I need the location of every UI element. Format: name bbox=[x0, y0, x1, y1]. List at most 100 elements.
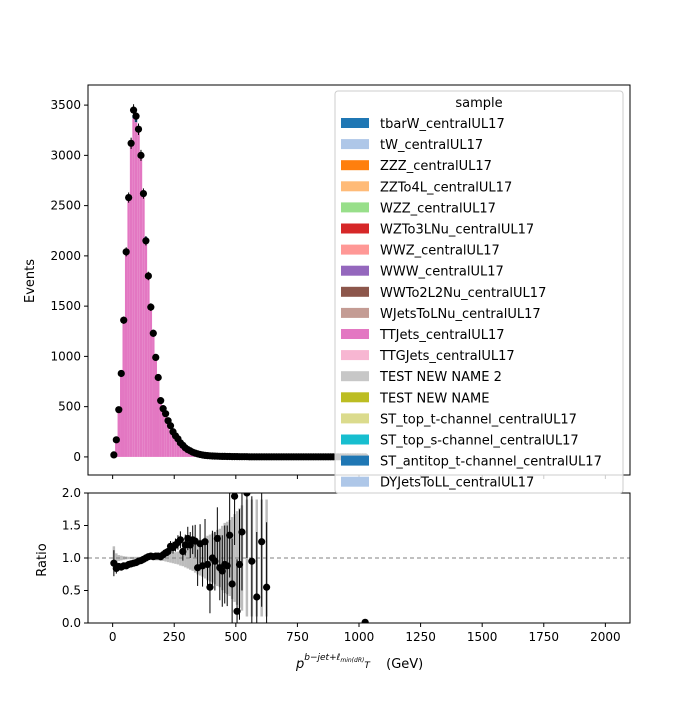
legend-swatch bbox=[341, 477, 369, 487]
legend-swatch bbox=[341, 392, 369, 402]
ratio-y-tick-label: 2.0 bbox=[62, 486, 81, 500]
ratio-point bbox=[258, 538, 265, 545]
data-point bbox=[147, 304, 154, 311]
legend-swatch bbox=[341, 435, 369, 445]
data-point bbox=[135, 126, 142, 133]
data-point bbox=[155, 374, 162, 381]
ratio-y-tick-label: 1.5 bbox=[62, 519, 81, 533]
legend-entry-label: WWZ_centralUL17 bbox=[380, 244, 500, 259]
legend-swatch bbox=[341, 245, 369, 255]
ratio-y-tick-label: 0.0 bbox=[62, 616, 81, 630]
data-point bbox=[132, 113, 139, 120]
ratio-x-tick-label: 0 bbox=[109, 630, 117, 644]
legend-entry-label: WJetsToLNu_centralUL17 bbox=[380, 307, 541, 322]
legend-entry-label: TTGJets_centralUL17 bbox=[379, 349, 515, 364]
main-y-tick-label: 3000 bbox=[50, 148, 81, 162]
legend-entry-label: ZZTo4L_centralUL17 bbox=[380, 180, 512, 195]
legend-swatch bbox=[341, 329, 369, 339]
legend-swatch bbox=[341, 287, 369, 297]
data-point bbox=[150, 330, 157, 337]
data-point bbox=[113, 436, 120, 443]
legend-swatch bbox=[341, 202, 369, 212]
data-point bbox=[145, 272, 152, 279]
mc-stack-bar bbox=[127, 198, 129, 457]
main-y-tick-label: 3500 bbox=[50, 98, 81, 112]
ratio-x-tick-label: 2000 bbox=[590, 630, 621, 644]
legend-swatch bbox=[341, 456, 369, 466]
legend-entry-label: TTJets_centralUL17 bbox=[379, 328, 505, 343]
data-point bbox=[125, 194, 132, 201]
data-point bbox=[128, 140, 135, 147]
mc-stack-bar bbox=[157, 379, 159, 457]
main-y-tick-label: 1000 bbox=[50, 349, 81, 363]
legend-swatch bbox=[341, 350, 369, 360]
ratio-x-tick-label: 250 bbox=[163, 630, 186, 644]
ratio-point bbox=[226, 532, 233, 539]
ratio-y-axis-label: Ratio bbox=[35, 543, 50, 576]
ratio-x-tick-label: 1500 bbox=[467, 630, 498, 644]
data-point bbox=[142, 237, 149, 244]
ratio-point bbox=[248, 558, 255, 565]
main-y-tick-label: 2500 bbox=[50, 199, 81, 213]
ratio-x-tick-label: 500 bbox=[224, 630, 247, 644]
ratio-x-tick-label: 1750 bbox=[528, 630, 559, 644]
main-y-tick-label: 1500 bbox=[50, 299, 81, 313]
legend-entry-label: TEST NEW NAME bbox=[379, 391, 489, 406]
legend-entry-label: ZZZ_centralUL17 bbox=[380, 159, 492, 174]
mc-stack-bar bbox=[118, 411, 120, 457]
ratio-point bbox=[177, 536, 184, 543]
mc-uncertainty-band bbox=[120, 556, 122, 561]
data-point bbox=[123, 248, 130, 255]
legend-title: sample bbox=[455, 96, 502, 111]
legend-swatch bbox=[341, 160, 369, 170]
ratio-x-tick-label: 750 bbox=[286, 630, 309, 644]
legend-swatch bbox=[341, 413, 369, 423]
mc-stack-bar bbox=[137, 130, 139, 457]
ratio-point bbox=[231, 493, 238, 500]
legend-entry-label: ST_top_s-channel_centralUL17 bbox=[380, 434, 579, 449]
legend-entry-label: WZTo3LNu_centralUL17 bbox=[380, 223, 534, 238]
legend-entry-label: WWW_centralUL17 bbox=[380, 265, 504, 280]
legend-entry-label: WWTo2L2Nu_centralUL17 bbox=[380, 286, 546, 301]
main-y-axis-label: Events bbox=[23, 259, 38, 303]
mc-stack-bar bbox=[135, 122, 137, 457]
ratio-point bbox=[238, 528, 245, 535]
data-point bbox=[118, 370, 125, 377]
ratio-y-tick-label: 1.0 bbox=[62, 551, 81, 565]
data-point bbox=[110, 451, 117, 458]
mc-uncertainty-band bbox=[177, 552, 179, 565]
main-y-tick-label: 2000 bbox=[50, 249, 81, 263]
mc-stack-bar bbox=[145, 240, 147, 457]
ratio-inner bbox=[88, 489, 630, 626]
legend-swatch bbox=[341, 308, 369, 318]
legend-swatch bbox=[341, 139, 369, 149]
mc-uncertainty-band bbox=[127, 557, 129, 559]
data-point bbox=[162, 410, 169, 417]
ratio-point bbox=[253, 593, 260, 600]
legend-entry-label: tW_centralUL17 bbox=[380, 138, 483, 153]
legend: sample tbarW_centralUL17tW_centralUL17ZZ… bbox=[335, 91, 623, 493]
legend-swatch bbox=[341, 224, 369, 234]
ratio-x-tick-label: 1250 bbox=[405, 630, 436, 644]
legend-swatch bbox=[341, 181, 369, 191]
data-point bbox=[115, 406, 122, 413]
mc-stack-bar bbox=[120, 373, 122, 456]
main-y-tick-label: 500 bbox=[58, 400, 81, 414]
legend-entry-label: ST_top_t-channel_centralUL17 bbox=[380, 412, 577, 427]
ratio-point bbox=[229, 580, 236, 587]
mc-stack-bar bbox=[142, 196, 144, 457]
main-y-tick-label: 0 bbox=[73, 450, 81, 464]
data-point bbox=[140, 190, 147, 197]
legend-swatch bbox=[341, 118, 369, 128]
data-point bbox=[157, 397, 164, 404]
data-point bbox=[137, 152, 144, 159]
ratio-y-tick-label: 0.5 bbox=[62, 584, 81, 598]
mc-stack-bar bbox=[132, 118, 134, 457]
legend-entry-label: DYJetsToLL_centralUL17 bbox=[380, 476, 534, 491]
legend-swatch bbox=[341, 371, 369, 381]
legend-entry-label: WZZ_centralUL17 bbox=[380, 201, 496, 216]
mc-stack-bar bbox=[155, 358, 157, 457]
